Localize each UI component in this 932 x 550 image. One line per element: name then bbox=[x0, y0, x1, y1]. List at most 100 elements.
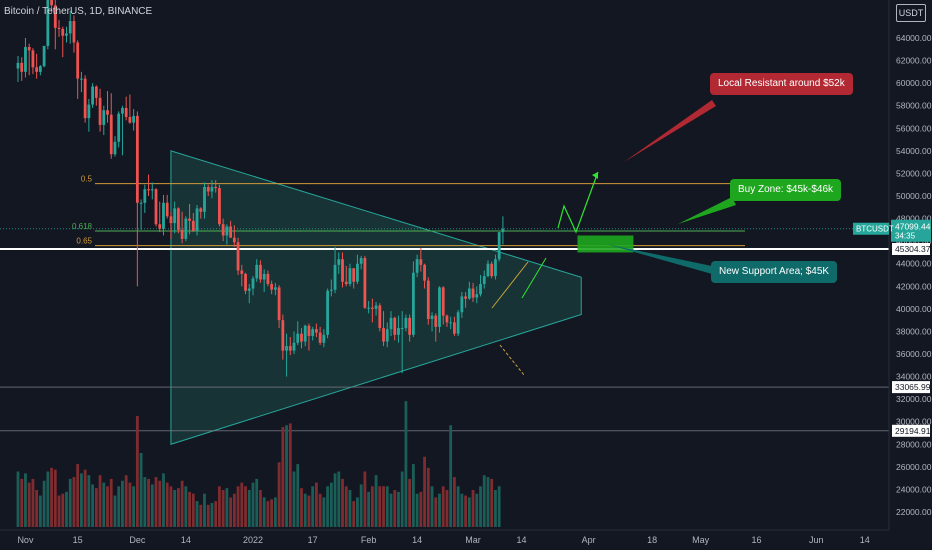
candle-body bbox=[415, 259, 419, 273]
time-tick-label: Dec bbox=[129, 535, 146, 545]
fib-label-2: 0.65 bbox=[76, 237, 92, 246]
candle-body bbox=[50, 0, 53, 6]
candle-body bbox=[143, 189, 147, 203]
candle-body bbox=[449, 322, 453, 324]
time-tick-label: Apr bbox=[582, 535, 596, 545]
price-tick-label: 52000.00 bbox=[896, 168, 932, 178]
volume-bar bbox=[266, 501, 270, 527]
price-tag-value: 29194.91 bbox=[895, 426, 931, 436]
volume-bar bbox=[16, 471, 20, 527]
candle-body bbox=[180, 229, 184, 239]
candle-body bbox=[132, 115, 136, 123]
volume-bars bbox=[16, 401, 501, 527]
price-tag bbox=[892, 381, 930, 394]
candle-body bbox=[370, 307, 374, 309]
currency-button[interactable]: USDT bbox=[896, 4, 926, 22]
candle-body bbox=[83, 78, 87, 119]
volume-bar bbox=[191, 493, 195, 527]
price-tick-label: 56000.00 bbox=[896, 123, 932, 133]
candle-body bbox=[76, 42, 80, 79]
price-tick-label: 50000.00 bbox=[896, 191, 932, 201]
candle-body bbox=[311, 329, 315, 336]
candle-body bbox=[389, 317, 393, 330]
price-tick-label: 22000.00 bbox=[896, 507, 932, 517]
candle-body bbox=[113, 141, 117, 155]
candle-body bbox=[266, 273, 270, 285]
candle-body bbox=[456, 312, 460, 334]
annotation-support: New Support Area; $45K bbox=[711, 261, 838, 283]
time-tick-label: 16 bbox=[752, 535, 762, 545]
candle-body bbox=[162, 202, 165, 229]
volume-bar bbox=[236, 486, 240, 527]
candle-body bbox=[199, 208, 203, 212]
candle-body bbox=[471, 288, 475, 298]
candle-body bbox=[393, 317, 397, 335]
candle-body bbox=[221, 224, 225, 236]
candle-body bbox=[20, 62, 24, 72]
price-axis-bg bbox=[889, 0, 932, 550]
candle-body bbox=[150, 189, 154, 191]
candle-body bbox=[296, 333, 300, 343]
candle-body bbox=[430, 315, 434, 320]
trend-arrow-3 bbox=[499, 344, 525, 376]
volume-bar bbox=[300, 488, 303, 527]
candle-body bbox=[135, 115, 139, 203]
projection-arrow bbox=[557, 171, 599, 234]
volume-bar bbox=[135, 416, 139, 527]
candle-body bbox=[273, 287, 277, 290]
volume-bar bbox=[359, 484, 363, 527]
candle-body bbox=[352, 268, 356, 282]
volume-bar bbox=[453, 477, 456, 527]
time-axis[interactable]: Nov 15 Dec 14 2022 17 Feb 14 Mar 14 Apr 18 May 16 Jun 1… bbox=[0, 529, 932, 550]
candle-body bbox=[497, 232, 501, 260]
volume-bar bbox=[456, 486, 460, 527]
volume-bar bbox=[255, 478, 259, 527]
volume-bar bbox=[176, 488, 180, 527]
volume-bar bbox=[50, 467, 53, 527]
price-tick-label: 32000.00 bbox=[896, 394, 932, 404]
candle-body bbox=[218, 188, 221, 225]
volume-bar bbox=[113, 495, 117, 527]
price-tick-label: 30000.00 bbox=[896, 417, 932, 427]
volume-bar bbox=[415, 493, 419, 527]
volume-bar bbox=[83, 469, 87, 527]
volume-bar bbox=[464, 495, 467, 527]
volume-bar bbox=[475, 493, 479, 527]
candle-body bbox=[434, 315, 438, 327]
volume-bar bbox=[109, 478, 113, 527]
volume-bar bbox=[218, 486, 221, 527]
volume-bar bbox=[445, 490, 449, 527]
fib-levels: 0.5 0.618 0.65 bbox=[72, 175, 745, 247]
symbol-title[interactable]: Bitcoin / TetherUS, 1D, BINANCE bbox=[4, 6, 153, 17]
price-tick-label: 64000.00 bbox=[896, 33, 932, 43]
volume-bar bbox=[479, 486, 482, 527]
volume-bar bbox=[430, 486, 434, 527]
projection-arrowhead bbox=[592, 172, 598, 179]
volume-bar bbox=[94, 488, 98, 527]
candle-body bbox=[445, 315, 449, 323]
candle-body bbox=[16, 62, 20, 69]
price-axis[interactable]: 22000.00 24000.00 26000.00 28000.00 30000.00… bbox=[888, 0, 932, 550]
symbol-tag-label: BTCUSDT bbox=[856, 225, 894, 234]
volume-bar bbox=[326, 486, 329, 527]
volume-bar bbox=[486, 477, 490, 527]
volume-bar bbox=[199, 504, 203, 527]
volume-bar bbox=[68, 478, 72, 527]
triangle-pattern bbox=[170, 150, 582, 445]
candle-body bbox=[277, 287, 281, 321]
volume-bar bbox=[244, 486, 247, 527]
volume-bar bbox=[188, 491, 191, 527]
volume-bar bbox=[195, 501, 199, 527]
time-tick-label: 17 bbox=[308, 535, 318, 545]
volume-bar bbox=[322, 497, 326, 527]
volume-bar bbox=[374, 475, 378, 527]
candle-body bbox=[490, 263, 494, 277]
candle-body bbox=[292, 342, 296, 351]
volume-bar bbox=[348, 490, 352, 527]
time-tick-label: 15 bbox=[73, 535, 83, 545]
candle-body bbox=[318, 332, 322, 343]
candle-body bbox=[251, 278, 255, 289]
candle-body bbox=[438, 287, 441, 327]
candle-body bbox=[486, 263, 490, 277]
